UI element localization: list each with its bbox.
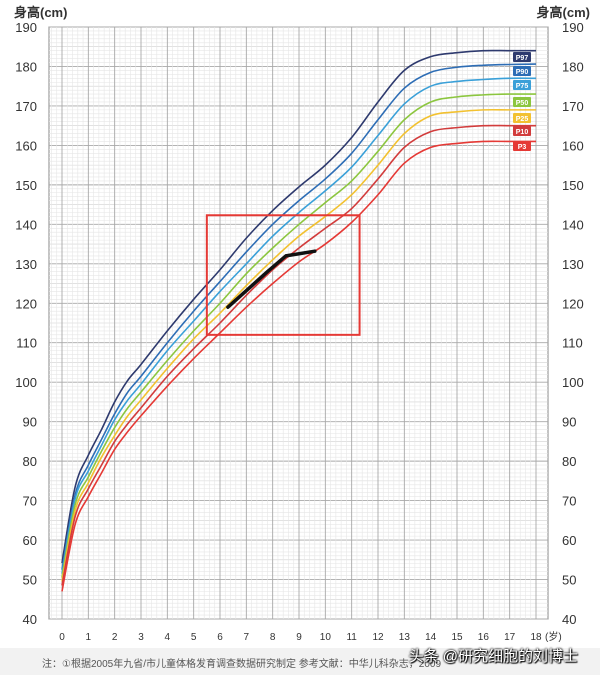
legend-item-p25: P25 [513, 113, 531, 123]
y-tick-label-left: 150 [15, 178, 37, 193]
measured-growth-line [226, 249, 317, 309]
y-tick-label-left: 60 [23, 533, 37, 548]
y-tick-label-left: 180 [15, 59, 37, 74]
y-tick-label-right: 90 [562, 415, 576, 430]
y-tick-label-left: 90 [23, 415, 37, 430]
series-line-p25 [61, 108, 536, 582]
y-tick-label-right: 170 [562, 99, 584, 114]
x-tick-label: 13 [399, 632, 411, 643]
x-tick-label: 10 [320, 632, 332, 643]
y-tick-label-right: 120 [562, 296, 584, 311]
x-tick-label: 15 [451, 632, 463, 643]
x-tick-label: 1 [86, 632, 92, 643]
legend-label: P50 [516, 100, 529, 107]
x-tick-label: 7 [244, 632, 250, 643]
x-tick-label: 0 [59, 632, 65, 643]
legend-swatch [513, 141, 531, 151]
y-tick-label-left: 70 [23, 494, 37, 509]
series-line-p97 [61, 49, 536, 564]
y-tick-label-right: 60 [562, 533, 576, 548]
legend-item-p90: P90 [513, 66, 531, 76]
y-axis-title-left: 身高(cm) [14, 5, 68, 20]
y-tick-label-right: 140 [562, 217, 584, 232]
y-tick-label-left: 110 [16, 336, 37, 351]
x-tick-label: 11 [346, 632, 357, 643]
footer-bar [0, 648, 600, 675]
x-tick-label: 9 [296, 632, 302, 643]
x-tick-label: 5 [191, 632, 197, 643]
x-axis-unit: (岁) [545, 630, 562, 643]
y-tick-label-right: 50 [562, 573, 576, 588]
legend-swatch [513, 113, 531, 123]
chart-grid [48, 26, 549, 620]
series-line-p50 [61, 93, 537, 578]
y-axis-title-right: 身高(cm) [536, 5, 590, 20]
legend-item-p75: P75 [513, 80, 531, 90]
y-tick-label-right: 180 [562, 59, 584, 74]
highlight-box [205, 214, 361, 336]
y-tick-label-left: 140 [15, 217, 37, 232]
y-tick-label-right: 110 [562, 336, 583, 351]
x-tick-label: 12 [372, 632, 384, 643]
y-tick-label-left: 120 [15, 296, 37, 311]
percentile-curves [61, 49, 537, 592]
x-tick-label: 6 [217, 632, 223, 643]
legend-swatch [513, 97, 531, 107]
y-tick-label-left: 80 [23, 454, 37, 469]
measured-line [226, 249, 317, 309]
legend-label: P90 [516, 69, 529, 76]
y-tick-label-right: 40 [562, 612, 576, 627]
legend-item-p3: P3 [513, 141, 531, 151]
watermark: 头条 @研究细胞的刘博士 [408, 648, 578, 665]
legend-item-p10: P10 [513, 126, 531, 136]
legend-item-p97: P97 [513, 52, 531, 62]
y-tick-label-right: 160 [562, 138, 584, 153]
x-tick-label: 3 [138, 632, 144, 643]
legend-label: P3 [518, 144, 527, 151]
highlight-rectangle [205, 214, 361, 336]
legend-label: P97 [516, 55, 529, 62]
legend-label: P10 [516, 129, 529, 136]
y-tick-label-right: 80 [562, 454, 576, 469]
y-tick-label-right: 100 [562, 375, 584, 390]
legend-item-p50: P50 [513, 97, 531, 107]
legend-swatch [513, 66, 531, 76]
series-line-p3 [61, 140, 536, 592]
y-tick-label-left: 190 [15, 20, 37, 35]
y-tick-label-left: 40 [23, 612, 37, 627]
series-line-p90 [61, 63, 537, 570]
x-tick-label: 2 [112, 632, 118, 643]
percentile-legend: P97 P90 P75 P50 P25 P10 P3 [513, 52, 531, 151]
series-line-p10 [61, 124, 536, 586]
y-tick-label-left: 100 [15, 375, 37, 390]
legend-swatch [513, 52, 531, 62]
y-tick-label-right: 190 [562, 20, 584, 35]
footnote: 注：①根据2005年九省/市儿童体格发育调查数据研究制定 参考文献：中华儿科杂志… [42, 659, 442, 670]
legend-swatch [513, 126, 531, 136]
series-line-p75 [61, 77, 537, 574]
x-tick-label: 8 [270, 632, 276, 643]
y-tick-label-left: 130 [15, 257, 37, 272]
y-tick-label-left: 170 [15, 99, 37, 114]
y-tick-label-left: 160 [15, 138, 37, 153]
y-tick-label-right: 150 [562, 178, 584, 193]
legend-label: P75 [516, 83, 529, 90]
y-tick-label-right: 70 [562, 494, 576, 509]
x-tick-label: 17 [504, 632, 516, 643]
legend-swatch [513, 80, 531, 90]
x-tick-label: 14 [425, 632, 437, 643]
legend-label: P25 [516, 116, 529, 123]
y-tick-label-right: 130 [562, 257, 584, 272]
x-tick-label: 18 [530, 632, 542, 643]
x-tick-label: 4 [165, 632, 171, 643]
x-tick-label: 16 [478, 632, 490, 643]
y-tick-label-left: 50 [23, 573, 37, 588]
